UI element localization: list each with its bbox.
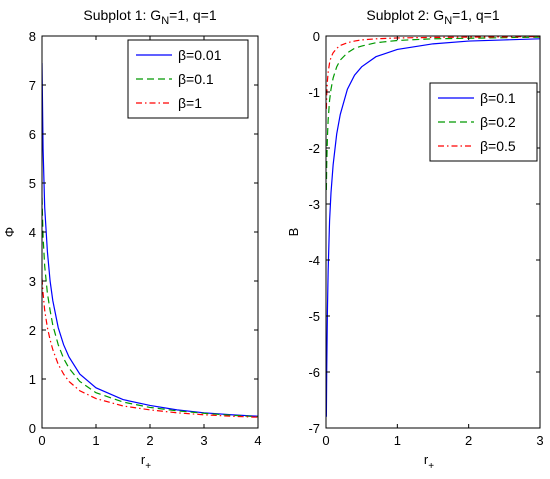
subplot2-x-tick-label: 3 [536,433,543,448]
subplot2-title-subscript: N [444,15,452,27]
subplot1-y-tick-label: 4 [29,225,36,240]
subplot2: 0 1 2 3 -7 -6 -5 -4 -3 -2 -1 0 Subplot 2: GN=1, q=1 r… [286,7,544,472]
subplot2-legend-label-1: β=0.1 [480,90,516,106]
subplot1-series-line-2 [42,197,258,418]
subplot1-y-tick-label: 5 [29,176,36,191]
subplot1-y-tick-label: 2 [29,323,36,338]
subplot1-y-axis-label: Φ [2,227,17,237]
subplot2-legend-label-3: β=0.5 [480,138,516,154]
subplot2-series-line-2 [326,36,540,191]
subplot1-title-subscript: N [161,15,169,27]
subplot1-x-axis-label-main: r [141,452,146,467]
subplot1-x-axis-label: r+ [141,452,151,472]
subplot1-y-tick-label: 7 [29,78,36,93]
subplot2-y-tick-label: -4 [308,253,320,268]
subplot1-legend-label-2: β=0.1 [178,71,214,87]
subplot1-x-tick-label: 3 [200,433,207,448]
subplot2-legend-label-2: β=0.2 [480,114,516,130]
subplot1-x-tick-label: 4 [254,433,261,448]
subplot1-y-tick-label: 0 [29,421,36,436]
subplot2-x-axis-label-subscript: + [428,461,434,472]
subplot2-y-tick-label: -2 [308,141,320,156]
subplot2-x-axis-label-main: r [424,452,429,467]
subplot1-title: Subplot 1: GN=1, q=1 [83,7,216,27]
subplot1-x-tick-label: 0 [38,433,45,448]
subplot1: 0 1 2 3 4 0 1 2 3 4 5 6 7 8 Subplot 1: GN=1, q=1 r+ Φβ=0… [2,7,262,472]
subplot1-y-tick-label: 8 [29,29,36,44]
subplot1-legend-label-1: β=0.01 [178,47,222,63]
subplot2-y-tick-label: -6 [308,365,320,380]
subplot2-y-tick-label: -3 [308,197,320,212]
subplot1-x-tick-label: 1 [92,433,99,448]
subplot2-title-suffix: =1, q=1 [452,7,500,23]
subplot1-y-tick-label: 1 [29,372,36,387]
subplot2-y-tick-label: 0 [313,29,320,44]
subplot1-series-line-1 [42,62,258,417]
subplot2-y-tick-label: -5 [308,309,320,324]
subplot2-x-tick-label: 1 [394,433,401,448]
subplot1-legend-label-3: β=1 [178,95,202,111]
subplot2-series-line-1 [326,38,540,417]
subplot1-y-tick-label: 6 [29,127,36,142]
subplot2-y-axis-label: B [286,228,301,237]
subplot2-axes-box [325,35,541,429]
subplot1-y-tick-label: 3 [29,274,36,289]
subplot2-x-tick-label: 2 [465,433,472,448]
subplot2-series-line-3 [326,36,540,109]
subplot2-x-axis-label: r+ [424,452,434,472]
subplot2-y-tick-label: -7 [308,421,320,436]
subplot2-title-prefix: Subplot 2: G [366,7,444,23]
subplot2-title: Subplot 2: GN=1, q=1 [366,7,499,27]
subplot1-x-axis-label-subscript: + [145,461,151,472]
subplot1-x-tick-label: 2 [146,433,153,448]
subplot2-x-tick-label: 0 [322,433,329,448]
subplot2-legend-box [429,82,538,162]
subplot1-title-prefix: Subplot 1: G [83,7,161,23]
subplot1-title-suffix: =1, q=1 [169,7,217,23]
subplot2-y-tick-label: -1 [308,85,320,100]
subplot1-series-line-3 [42,278,258,418]
